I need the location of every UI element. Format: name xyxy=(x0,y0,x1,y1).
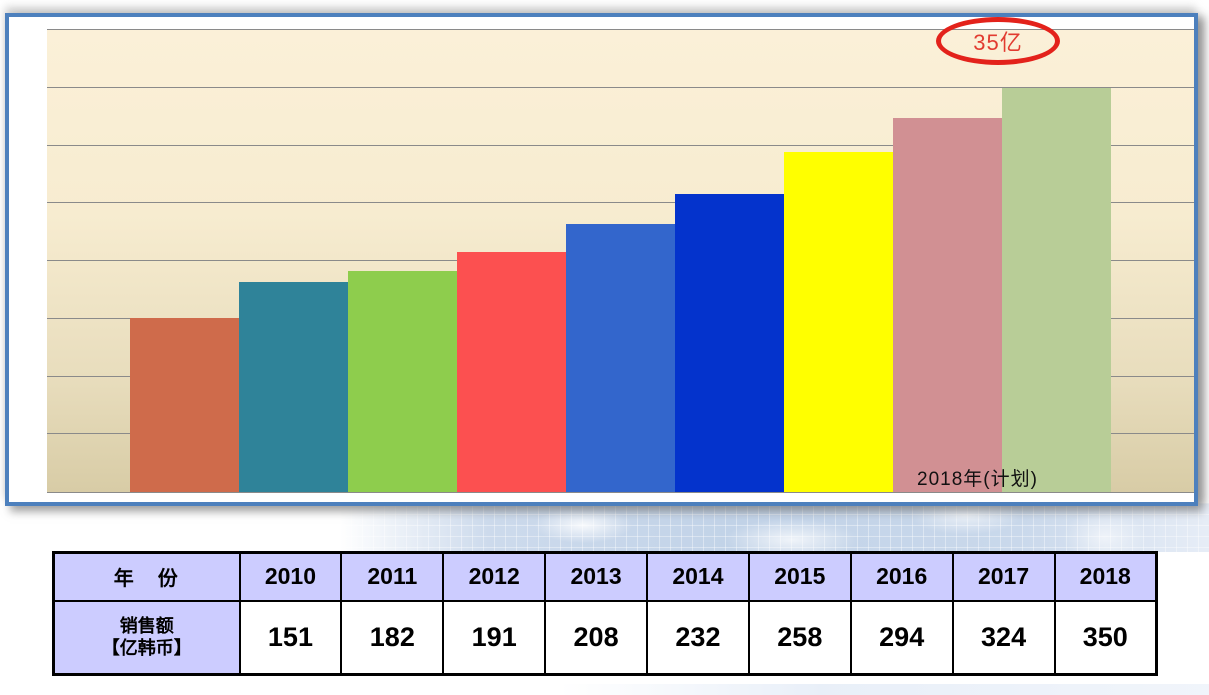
value-cell-2010: 151 xyxy=(238,599,343,676)
bar-2018 xyxy=(1002,87,1111,492)
bar-2010 xyxy=(130,317,239,492)
value-cell-2017: 324 xyxy=(951,599,1056,676)
annotation-target-label: 35亿 xyxy=(973,30,1023,55)
year-header-cell-2012: 2012 xyxy=(442,551,547,602)
value-cell-2012: 191 xyxy=(442,599,547,676)
value-cell-2018: 350 xyxy=(1053,599,1158,676)
series-label: 销售额 【亿韩币】 xyxy=(101,615,192,659)
bar-2017 xyxy=(893,117,1002,492)
annotation-circle: 35亿 xyxy=(936,17,1060,65)
year-header-cell-2016: 2016 xyxy=(849,551,954,602)
value-cell-2016: 294 xyxy=(849,599,954,676)
bar-2014 xyxy=(566,224,675,492)
gridline-300 xyxy=(47,144,1194,146)
sales-table: 年 份 2010 2011 2012 2013 2014 2015 2016 2017 2018… xyxy=(52,551,1158,676)
value-cell-2013: 208 xyxy=(544,599,648,676)
bar-2015 xyxy=(675,194,784,492)
chart-frame: 2018年(计划) 35亿 xyxy=(5,13,1198,506)
plot-area: 2018年(计划) xyxy=(47,29,1194,493)
bar-2013 xyxy=(457,251,566,492)
year-header-label: 年 份 xyxy=(113,568,180,591)
bottom-edge-tint xyxy=(560,684,1209,695)
bar-2011 xyxy=(239,281,348,492)
plan-year-label: 2018年(计划) xyxy=(917,469,1038,490)
year-header-cell-2013: 2013 xyxy=(544,551,648,602)
year-header-cell-2015: 2015 xyxy=(747,551,852,602)
table-data-row: 销售额 【亿韩币】 151 182 191 208 232 258 294 324 350 xyxy=(52,599,1158,676)
value-cell-2011: 182 xyxy=(340,599,445,676)
world-map-watermark xyxy=(340,503,1209,552)
gridline-350 xyxy=(47,86,1194,88)
year-header-cell-2011: 2011 xyxy=(340,551,445,602)
year-header-cell-2014: 2014 xyxy=(646,551,750,602)
table-header-row: 年 份 2010 2011 2012 2013 2014 2015 2016 2017 2018 xyxy=(52,551,1158,602)
value-cell-2014: 232 xyxy=(646,599,750,676)
bar-2012 xyxy=(348,271,457,492)
year-header-cell-2010: 2010 xyxy=(238,551,343,602)
bar-2016 xyxy=(784,152,893,492)
value-cell-2015: 258 xyxy=(747,599,852,676)
gridline-250 xyxy=(47,202,1194,204)
year-header-cell-2017: 2017 xyxy=(951,551,1056,602)
year-header-cell-2018: 2018 xyxy=(1053,551,1158,602)
